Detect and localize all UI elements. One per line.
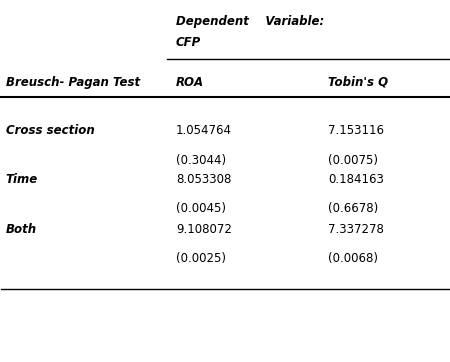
- Text: (0.0075): (0.0075): [328, 153, 378, 167]
- Text: 7.337278: 7.337278: [328, 223, 384, 236]
- Text: 1.054764: 1.054764: [176, 124, 232, 137]
- Text: Tobin's Q: Tobin's Q: [328, 76, 388, 89]
- Text: Both: Both: [6, 223, 37, 236]
- Text: CFP: CFP: [176, 36, 201, 49]
- Text: (0.0045): (0.0045): [176, 202, 226, 215]
- Text: Dependent    Variable:: Dependent Variable:: [176, 14, 324, 28]
- Text: (0.6678): (0.6678): [328, 202, 378, 215]
- Text: (0.0068): (0.0068): [328, 252, 378, 265]
- Text: (0.3044): (0.3044): [176, 153, 226, 167]
- Text: Time: Time: [6, 173, 38, 186]
- Text: 0.184163: 0.184163: [328, 173, 384, 186]
- Text: 7.153116: 7.153116: [328, 124, 384, 137]
- Text: 9.108072: 9.108072: [176, 223, 232, 236]
- Text: Breusch- Pagan Test: Breusch- Pagan Test: [6, 76, 140, 89]
- Text: ROA: ROA: [176, 76, 204, 89]
- Text: 8.053308: 8.053308: [176, 173, 231, 186]
- Text: (0.0025): (0.0025): [176, 252, 226, 265]
- Text: Cross section: Cross section: [6, 124, 94, 137]
